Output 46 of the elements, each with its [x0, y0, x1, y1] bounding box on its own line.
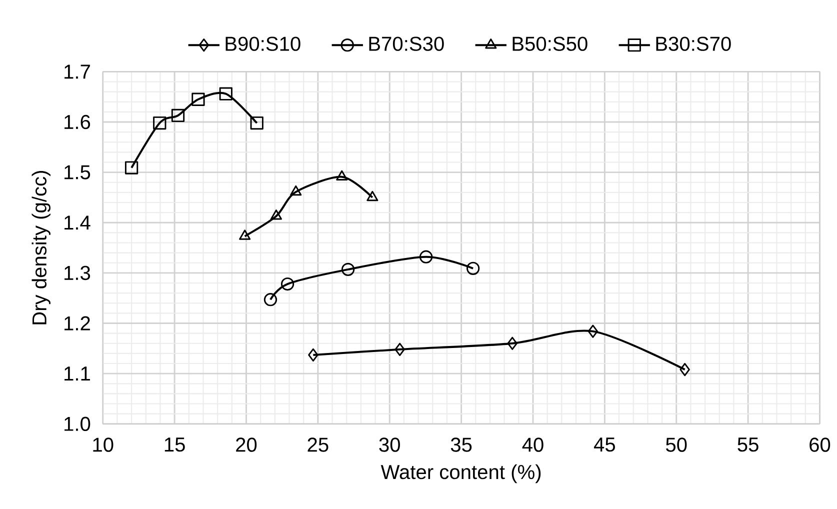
x-tick-label: 55	[738, 438, 758, 452]
point	[680, 363, 690, 376]
legend-label: B50:S50	[512, 36, 588, 52]
y-tick-label: 1.1	[64, 366, 90, 381]
point	[239, 230, 251, 240]
point	[419, 250, 433, 264]
y-tick-label: 1.4	[64, 216, 90, 230]
x-tick-label: 45	[594, 438, 615, 452]
x-tick-label: 15	[164, 438, 185, 452]
legend-label: B90:S10	[226, 36, 300, 52]
point	[308, 348, 318, 362]
point	[507, 337, 518, 350]
y-tick-label: 1.5	[64, 166, 90, 180]
point	[341, 263, 355, 276]
point	[124, 161, 138, 175]
point	[588, 324, 598, 338]
point	[336, 170, 348, 181]
point	[192, 93, 205, 106]
point	[219, 87, 232, 101]
x-tick-label: 40	[522, 438, 544, 452]
x-tick-label: 50	[666, 438, 687, 452]
y-tick-label: 1.7	[64, 65, 90, 79]
x-tick-label: 20	[236, 438, 257, 452]
point	[366, 191, 378, 202]
legend-label: B30:S70	[656, 36, 731, 52]
x-tick-label: 25	[308, 438, 328, 452]
y-tick-label: 1.0	[64, 417, 90, 432]
point	[290, 186, 302, 196]
point	[264, 293, 278, 306]
x-tick-label: 30	[379, 438, 400, 452]
point	[171, 109, 185, 122]
point	[466, 262, 480, 276]
y-tick-label: 1.3	[64, 266, 90, 280]
y-tick-label: 1.6	[64, 115, 90, 130]
point	[270, 210, 282, 220]
point	[394, 343, 405, 356]
point	[280, 278, 294, 291]
point	[250, 116, 264, 130]
x-tick-label: 10	[93, 438, 114, 452]
x-tick-label: 60	[810, 438, 830, 452]
point	[153, 116, 166, 130]
x-axis-title: Water content (%)	[380, 464, 541, 484]
y-axis-title: Dry density (g/cc)	[32, 171, 50, 324]
y-tick-label: 1.2	[64, 316, 90, 330]
x-tick-label: 35	[450, 438, 472, 452]
legend-label: B70:S30	[369, 36, 444, 52]
